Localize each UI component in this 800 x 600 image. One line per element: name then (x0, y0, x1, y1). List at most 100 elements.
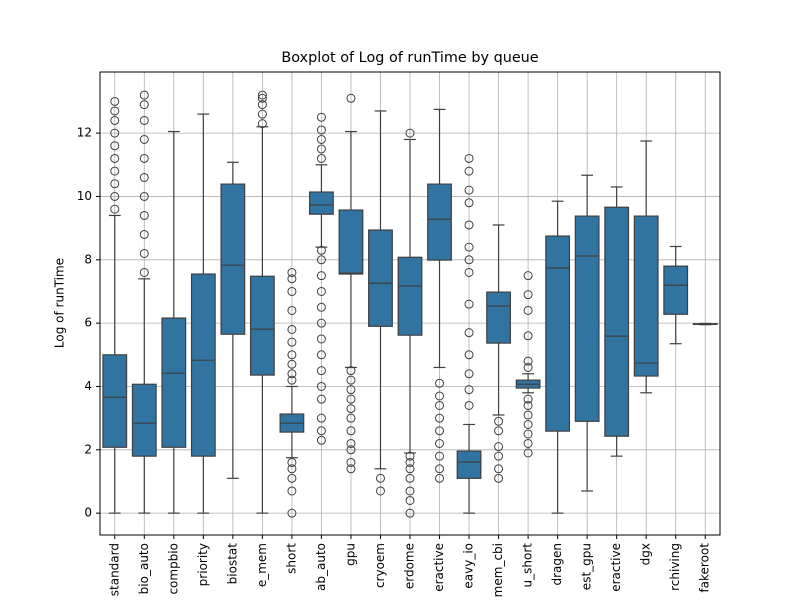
box (663, 265, 689, 315)
outlier (316, 413, 326, 423)
outlier (287, 286, 297, 296)
y-tick-label: 12 (77, 126, 92, 140)
outlier (316, 318, 326, 328)
outlier (110, 204, 120, 214)
outlier (139, 153, 149, 163)
outlier (435, 464, 445, 474)
box (161, 317, 187, 448)
y-tick-label: 4 (84, 379, 92, 393)
outlier (316, 255, 326, 265)
outlier (494, 442, 504, 452)
outlier (494, 416, 504, 426)
y-tick-label: 2 (84, 442, 92, 456)
x-tick-label: eractive (609, 543, 623, 592)
outlier (287, 508, 297, 518)
box (131, 383, 157, 457)
y-tick-label: 8 (84, 252, 92, 266)
outlier (435, 413, 445, 423)
outlier (287, 305, 297, 315)
outlier (287, 375, 297, 385)
box (309, 191, 334, 215)
outlier (346, 404, 356, 414)
box (486, 291, 511, 344)
box (190, 273, 216, 457)
outlier (523, 271, 533, 281)
outlier (346, 457, 356, 467)
outlier (523, 331, 533, 341)
chart-title: Boxplot of Log of runTime by queue (281, 50, 538, 66)
box (604, 206, 630, 437)
plot-frame (99, 71, 721, 536)
x-tick-label: bio_auto (137, 543, 151, 594)
outlier (139, 229, 149, 239)
x-tick-label: est_gpu (580, 543, 594, 590)
outlier (346, 366, 356, 376)
box (574, 215, 600, 422)
outlier (405, 486, 415, 496)
outlier (464, 400, 474, 410)
outlier (346, 445, 356, 455)
outlier (316, 144, 326, 154)
outlier (316, 366, 326, 376)
outlier (316, 381, 326, 391)
x-tick-label: dragen (550, 543, 564, 586)
outlier (523, 394, 533, 404)
outlier (316, 125, 326, 135)
outlier (110, 179, 120, 189)
outlier (494, 451, 504, 461)
outlier (316, 334, 326, 344)
outlier (316, 271, 326, 281)
outlier (405, 451, 415, 461)
outlier (523, 448, 533, 458)
outlier (139, 100, 149, 110)
y-tick-label: 6 (84, 316, 92, 330)
outlier (139, 115, 149, 125)
outlier (346, 464, 356, 474)
outlier (464, 328, 474, 338)
x-tick-label: eractive (432, 543, 446, 592)
box (633, 215, 659, 377)
box (338, 209, 364, 275)
x-tick-label: gpu (343, 543, 357, 566)
outlier (346, 375, 356, 385)
outlier (435, 438, 445, 448)
outlier (375, 473, 385, 483)
outlier (346, 385, 356, 395)
outlier (405, 128, 415, 138)
outlier (523, 356, 533, 366)
outlier (435, 378, 445, 388)
outlier (464, 153, 474, 163)
outlier (139, 267, 149, 277)
outlier (287, 473, 297, 483)
outlier (346, 413, 356, 423)
outlier (464, 369, 474, 379)
box (545, 235, 571, 432)
box (368, 229, 393, 327)
outlier (110, 115, 120, 125)
outlier (523, 400, 533, 410)
x-tick-label: ab_auto (314, 543, 328, 591)
outlier (287, 464, 297, 474)
outlier (464, 220, 474, 230)
outlier (346, 426, 356, 436)
outlier (110, 128, 120, 138)
outlier (523, 362, 533, 372)
outlier (464, 185, 474, 195)
x-tick-label: cryoem (373, 543, 387, 588)
outlier (316, 245, 326, 255)
box (456, 450, 482, 479)
outlier (523, 305, 533, 315)
outlier (464, 166, 474, 176)
x-tick-label: rchiving (668, 543, 682, 591)
x-tick-label: biostat (225, 543, 239, 585)
outlier (464, 267, 474, 277)
outlier (316, 426, 326, 436)
outlier (287, 457, 297, 467)
outlier (110, 106, 120, 116)
outlier (346, 438, 356, 448)
outlier (257, 93, 267, 103)
outlier (110, 153, 120, 163)
outlier (464, 350, 474, 360)
x-tick-label: priority (196, 543, 210, 586)
outlier (405, 457, 415, 467)
